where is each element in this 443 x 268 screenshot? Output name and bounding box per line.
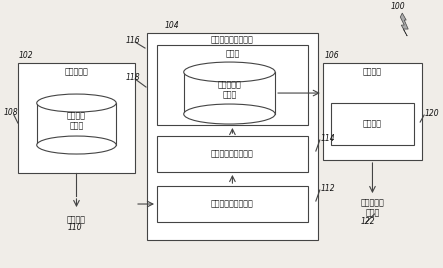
- Text: 矫正器: 矫正器: [365, 208, 380, 217]
- Text: 122: 122: [361, 217, 375, 226]
- Ellipse shape: [37, 136, 116, 154]
- Bar: [323, 63, 422, 160]
- Bar: [18, 63, 135, 173]
- Text: 104: 104: [165, 21, 179, 30]
- Text: 110: 110: [67, 223, 82, 232]
- Text: 118: 118: [125, 73, 140, 82]
- Text: 114: 114: [321, 134, 335, 143]
- Text: 108: 108: [4, 108, 19, 117]
- Bar: [157, 136, 308, 172]
- Text: 116: 116: [125, 36, 140, 45]
- Text: 矫正器标记计算系统: 矫正器标记计算系统: [211, 36, 254, 44]
- Text: 矫正器标记定位电路: 矫正器标记定位电路: [211, 199, 254, 209]
- Ellipse shape: [184, 62, 275, 82]
- Bar: [157, 186, 308, 222]
- Bar: [157, 45, 308, 125]
- Bar: [184, 72, 275, 114]
- Ellipse shape: [184, 104, 275, 124]
- Bar: [331, 103, 414, 145]
- Bar: [37, 103, 116, 145]
- Text: 100: 100: [390, 2, 405, 11]
- Text: 数字模型: 数字模型: [67, 215, 86, 224]
- Text: 模型存储器: 模型存储器: [65, 68, 88, 77]
- Text: 标记系统: 标记系统: [363, 68, 382, 77]
- Bar: [147, 33, 318, 240]
- Text: 存储器: 存储器: [225, 50, 240, 58]
- Text: 102: 102: [19, 51, 34, 60]
- Polygon shape: [400, 13, 408, 36]
- Text: 120: 120: [425, 109, 440, 118]
- Ellipse shape: [37, 94, 116, 112]
- Text: 仿制系统: 仿制系统: [363, 120, 382, 129]
- Text: 112: 112: [321, 184, 335, 193]
- Text: 矫正器标记
数据库: 矫正器标记 数据库: [218, 80, 241, 100]
- Text: 矫正器标记布局电路: 矫正器标记布局电路: [211, 150, 254, 159]
- Text: 数字模型
数据库: 数字模型 数据库: [67, 111, 86, 131]
- Text: 106: 106: [325, 51, 339, 60]
- Text: 标记的牙齿: 标记的牙齿: [361, 198, 385, 207]
